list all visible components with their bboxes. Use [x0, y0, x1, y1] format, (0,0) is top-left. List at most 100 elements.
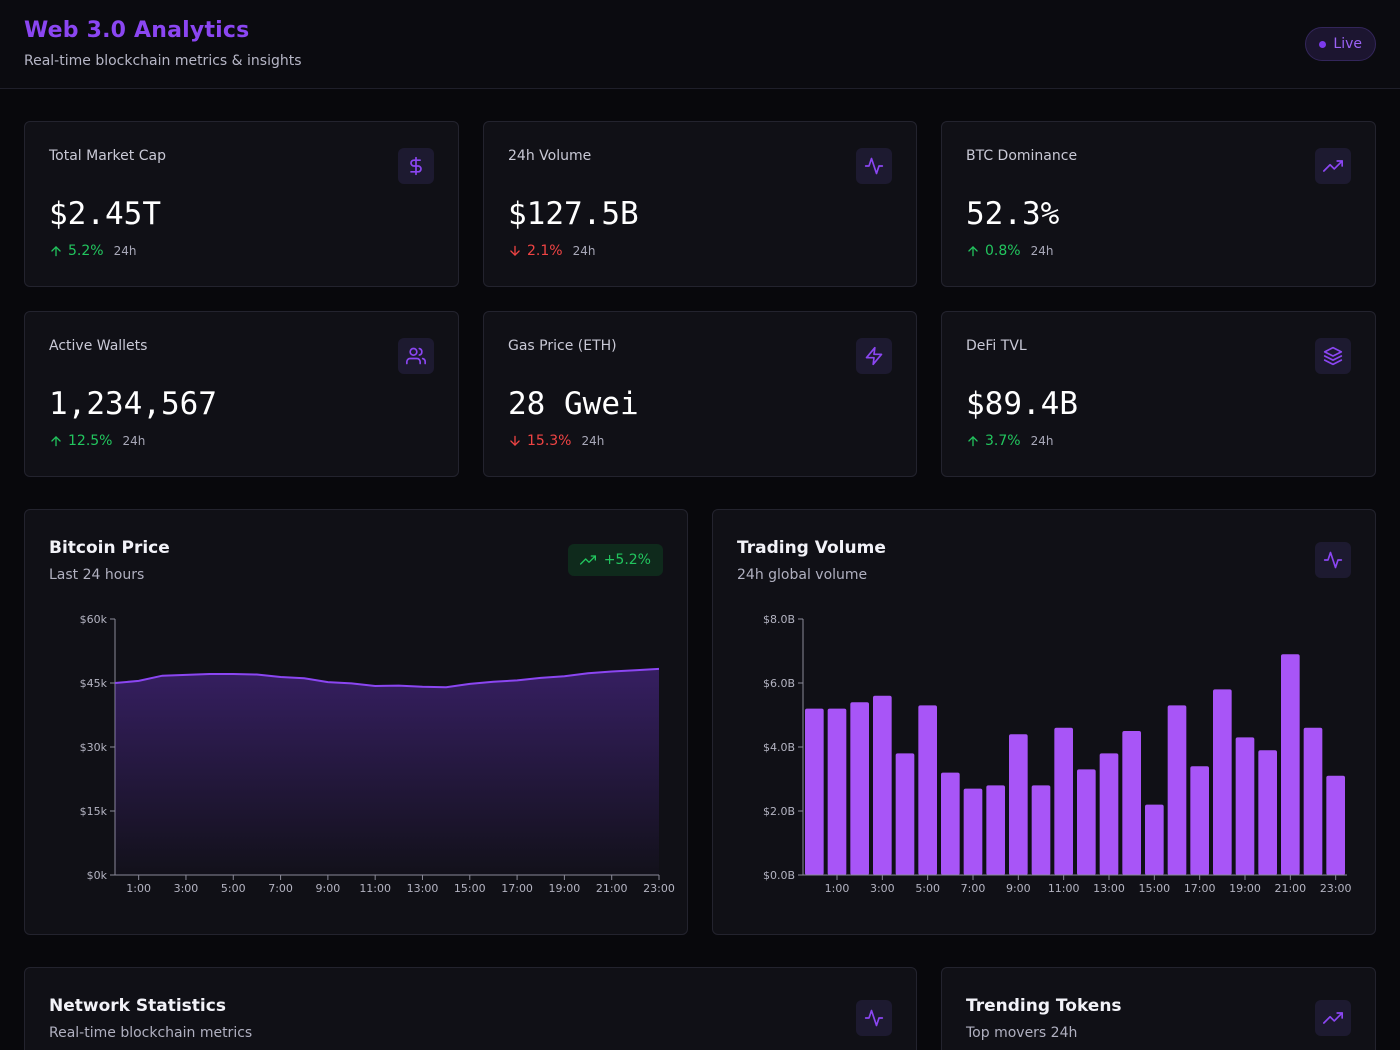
arrow-up-icon [968, 436, 978, 447]
volume-bar [1054, 727, 1073, 875]
x-tick-label: 3:00 [174, 882, 199, 895]
volume-bar [1303, 727, 1323, 875]
y-tick-label: $30k [80, 741, 108, 754]
stat-card-defi-tvl[interactable]: DeFi TVL $89.4B 3.7% 24h [941, 311, 1376, 477]
stat-value: $2.45T [49, 196, 161, 232]
trading-volume-panel: Trading Volume 24h global volume $0.0B $2… [712, 509, 1376, 935]
x-tick-label: 1:00 [126, 882, 151, 895]
stat-value: 28 Gwei [508, 386, 639, 422]
panel-subtitle: Top movers 24h [966, 1025, 1078, 1041]
x-tick-label: 19:00 [1229, 882, 1261, 895]
stat-change: 0.8% 24h [966, 243, 1053, 259]
stat-label: Gas Price (ETH) [508, 338, 617, 354]
change-percent: 0.8% [985, 243, 1021, 259]
volume-bar [963, 788, 983, 875]
volume-bar [1235, 737, 1255, 875]
arrow-down-icon [510, 435, 520, 446]
stat-value: 52.3% [966, 196, 1060, 232]
volume-bar [1009, 734, 1028, 875]
stat-label: BTC Dominance [966, 148, 1078, 164]
change-percent: 3.7% [985, 433, 1021, 449]
arrow-up-icon [968, 246, 978, 257]
change-period: 24h [1030, 434, 1054, 448]
x-tick-label: 1:00 [825, 882, 850, 895]
volume-bar [827, 708, 847, 875]
change-period: 24h [122, 434, 146, 448]
y-tick-label: $8.0B [763, 613, 795, 626]
activity-icon[interactable] [1315, 542, 1351, 578]
stat-value: $127.5B [508, 196, 639, 232]
arrow-up-icon [51, 246, 61, 257]
volume-bar [918, 705, 937, 875]
stat-label: 24h Volume [508, 148, 592, 164]
change-period: 24h [1030, 244, 1054, 258]
network-statistics-panel: Network Statistics Real-time blockchain … [24, 967, 917, 1050]
trending-up-icon [579, 555, 596, 565]
layers-icon [1315, 338, 1351, 374]
y-tick-label: $45k [80, 677, 108, 690]
stat-card-market-cap[interactable]: Total Market Cap $2.45T 5.2% 24h [24, 121, 459, 287]
trading-volume-chart: $0.0B $2.0B $4.0B $6.0B $8.0B 1:00 3:00 5:00 7:0… [763, 613, 1352, 895]
change-percent: 2.1% [527, 243, 563, 259]
stat-label: Total Market Cap [49, 148, 166, 164]
x-tick-label: 9:00 [316, 882, 341, 895]
x-tick-label: 11:00 [359, 882, 391, 895]
bitcoin-price-chart: $0k $15k $30k $45k $60k 1:00 3:00 5:00 7:00 9:00 1… [80, 613, 675, 895]
x-tick-label: 23:00 [1320, 882, 1352, 895]
volume-bar [895, 753, 915, 875]
x-tick-label: 15:00 [454, 882, 486, 895]
stat-card-btc-dominance[interactable]: BTC Dominance 52.3% 0.8% 24h [941, 121, 1376, 287]
bitcoin-price-panel: Bitcoin Price Last 24 hours +5.2% $0k $15… [24, 509, 688, 935]
activity-icon [856, 148, 892, 184]
stat-label: DeFi TVL [966, 338, 1027, 354]
x-tick-label: 3:00 [870, 882, 895, 895]
chart-subtitle: 24h global volume [737, 567, 868, 583]
volume-bar [1122, 731, 1141, 875]
live-dot-icon [1319, 40, 1327, 48]
stat-card-gas-price[interactable]: Gas Price (ETH) 28 Gwei 15.3% 24h [483, 311, 917, 477]
stat-card-volume[interactable]: 24h Volume $127.5B 2.1% 24h [483, 121, 917, 287]
stat-change: 5.2% 24h [49, 243, 136, 259]
change-percent: 15.3% [527, 433, 572, 449]
x-tick-label: 15:00 [1138, 882, 1170, 895]
panel-title: Network Statistics [49, 996, 226, 1016]
x-tick-label: 7:00 [268, 882, 293, 895]
y-tick-label: $4.0B [763, 741, 795, 754]
change-period: 24h [572, 244, 596, 258]
change-period: 24h [113, 244, 137, 258]
live-status-badge[interactable]: Live [1305, 27, 1376, 61]
x-tick-label: 5:00 [221, 882, 246, 895]
y-tick-label: $15k [80, 805, 108, 818]
stat-label: Active Wallets [49, 338, 148, 354]
x-tick-label: 17:00 [1184, 882, 1216, 895]
activity-icon[interactable] [856, 1000, 892, 1036]
y-tick-label: $0.0B [763, 869, 795, 882]
arrow-up-icon [51, 436, 61, 447]
volume-bar [986, 785, 1005, 875]
x-tick-label: 13:00 [1093, 882, 1125, 895]
dollar-icon [398, 148, 434, 184]
x-tick-label: 21:00 [596, 882, 628, 895]
stat-change: 3.7% 24h [966, 433, 1053, 449]
badge-value: +5.2% [603, 552, 651, 568]
trending-up-icon[interactable] [1315, 1000, 1351, 1036]
live-label: Live [1333, 36, 1362, 52]
volume-bar [1213, 689, 1232, 875]
volume-bar [1326, 775, 1345, 875]
volume-bar [1077, 769, 1096, 875]
users-icon [398, 338, 434, 374]
panel-subtitle: Real-time blockchain metrics [49, 1025, 253, 1041]
volume-bar [1190, 766, 1209, 875]
price-change-badge: +5.2% [567, 544, 663, 576]
stat-change: 2.1% 24h [508, 243, 595, 259]
trending-tokens-panel: Trending Tokens Top movers 24h [941, 967, 1376, 1050]
panel-title: Trending Tokens [966, 996, 1122, 1016]
change-percent: 5.2% [68, 243, 104, 259]
zap-icon [856, 338, 892, 374]
arrow-down-icon [510, 245, 520, 256]
chart-title: Bitcoin Price [49, 538, 170, 558]
stat-card-active-wallets[interactable]: Active Wallets 1,234,567 12.5% 24h [24, 311, 459, 477]
stat-change: 15.3% 24h [508, 433, 604, 449]
chart-subtitle: Last 24 hours [49, 567, 145, 583]
volume-bar [805, 708, 824, 875]
